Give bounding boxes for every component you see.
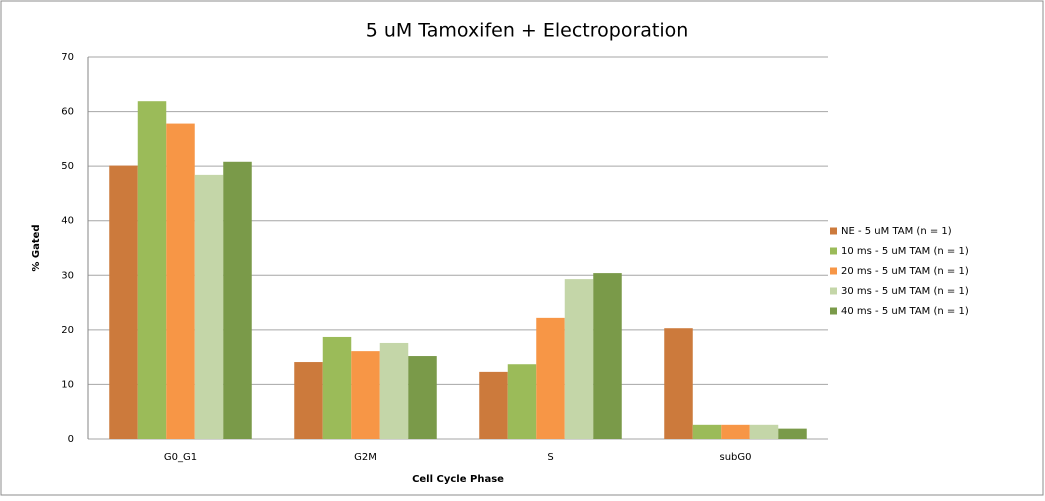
bar	[593, 273, 622, 439]
legend-swatch	[830, 227, 837, 235]
bar	[778, 428, 807, 439]
bar	[507, 364, 537, 439]
x-tick-label: G0_G1	[164, 452, 197, 463]
y-tick-label: 50	[61, 161, 74, 172]
bar	[408, 356, 437, 439]
legend-swatch	[830, 307, 837, 315]
legend-swatch	[830, 247, 837, 255]
legend-swatch	[830, 267, 837, 275]
y-tick-label: 70	[61, 52, 74, 63]
y-tick-label: 60	[61, 107, 74, 118]
legend-label: 20 ms - 5 uM TAM (n = 1)	[841, 266, 969, 277]
chart-title: 5 uM Tamoxifen + Electroporation	[366, 20, 689, 42]
bar	[692, 424, 722, 439]
bar	[223, 161, 252, 439]
bar	[194, 174, 224, 440]
bar	[166, 123, 195, 439]
legend-label: NE - 5 uM TAM (n = 1)	[841, 226, 952, 237]
y-tick-label: 40	[61, 216, 74, 227]
bar	[749, 424, 779, 439]
y-axis-label: % Gated	[31, 224, 42, 271]
bar	[479, 371, 508, 439]
y-tick-label: 30	[61, 270, 74, 281]
bar	[351, 351, 380, 439]
bar	[664, 328, 693, 439]
x-tick-label: G2M	[354, 452, 377, 463]
bar	[322, 336, 352, 439]
bar	[721, 424, 750, 439]
x-axis-label: Cell Cycle Phase	[412, 474, 504, 485]
y-tick-label: 0	[68, 434, 74, 445]
x-tick-label: subG0	[719, 452, 751, 463]
bar	[379, 342, 409, 439]
y-tick-label: 20	[61, 325, 74, 336]
y-tick-label: 10	[61, 379, 74, 390]
bar	[137, 101, 167, 440]
bar	[564, 279, 594, 439]
legend-label: 10 ms - 5 uM TAM (n = 1)	[841, 246, 969, 257]
legend-label: 30 ms - 5 uM TAM (n = 1)	[841, 286, 969, 297]
x-tick-label: S	[547, 452, 553, 463]
bar	[536, 317, 565, 439]
legend-label: 40 ms - 5 uM TAM (n = 1)	[841, 306, 969, 317]
bar	[294, 362, 323, 439]
bar	[109, 165, 138, 439]
legend-swatch	[830, 287, 837, 295]
